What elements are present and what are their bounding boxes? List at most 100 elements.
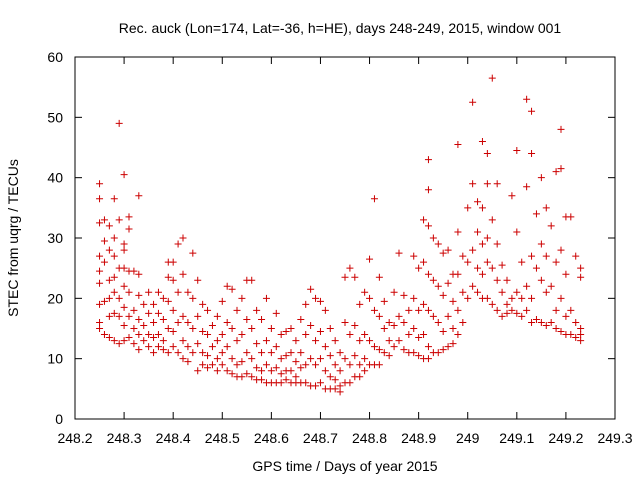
data-point <box>213 312 221 320</box>
data-point <box>189 349 197 357</box>
data-point <box>537 240 545 248</box>
data-point <box>174 288 182 296</box>
data-point <box>547 318 555 326</box>
data-point <box>351 352 359 360</box>
data-point <box>223 318 231 326</box>
data-point <box>375 312 383 320</box>
data-point <box>542 204 550 212</box>
data-point <box>194 367 202 375</box>
data-point <box>542 321 550 329</box>
data-point <box>272 364 280 372</box>
data-points <box>96 74 585 396</box>
data-point <box>179 234 187 242</box>
data-point <box>194 340 202 348</box>
data-point <box>474 264 482 272</box>
data-point <box>110 337 118 345</box>
data-point <box>135 291 143 299</box>
data-point <box>213 337 221 345</box>
data-point <box>577 273 585 281</box>
data-point <box>267 349 275 357</box>
data-point <box>326 325 334 332</box>
data-point <box>287 367 295 375</box>
data-point <box>228 285 236 293</box>
data-point <box>233 306 241 314</box>
data-point <box>135 270 143 278</box>
data-point <box>238 373 246 381</box>
data-point <box>208 361 216 369</box>
x-tick-label: 248.4 <box>156 430 191 446</box>
data-point <box>449 340 457 348</box>
x-tick-label: 249.1 <box>499 430 534 446</box>
data-point <box>366 255 374 263</box>
data-point <box>125 213 133 221</box>
data-point <box>115 216 123 224</box>
data-point <box>248 373 256 381</box>
data-point <box>204 331 212 339</box>
data-point <box>302 361 310 369</box>
data-point <box>150 300 158 308</box>
data-point <box>434 349 442 357</box>
data-point <box>478 240 486 248</box>
data-point <box>454 140 462 148</box>
data-point <box>169 306 177 314</box>
data-point <box>528 252 536 260</box>
data-point <box>267 325 275 332</box>
data-point <box>179 312 187 320</box>
data-point <box>302 331 310 339</box>
data-point <box>105 334 113 342</box>
data-point <box>356 361 364 369</box>
data-point <box>331 385 339 393</box>
data-point <box>120 240 128 248</box>
x-tick-label: 248.9 <box>401 430 436 446</box>
data-point <box>213 355 221 363</box>
data-point <box>130 306 138 314</box>
data-point <box>228 355 236 363</box>
data-point <box>150 334 158 342</box>
data-point <box>115 294 123 302</box>
y-tick-label: 60 <box>47 49 63 65</box>
data-point <box>204 364 212 372</box>
data-point <box>105 246 113 254</box>
data-point <box>370 306 378 314</box>
data-point <box>375 361 383 369</box>
x-tick-label: 248.2 <box>57 430 92 446</box>
data-point <box>474 228 482 236</box>
data-point <box>179 270 187 278</box>
data-point <box>243 370 251 378</box>
data-point <box>572 252 580 260</box>
data-point <box>380 349 388 357</box>
data-point <box>150 349 158 357</box>
data-point <box>316 379 324 387</box>
data-point <box>100 258 108 266</box>
data-point <box>282 328 290 336</box>
data-point <box>238 294 246 302</box>
data-point <box>312 294 320 302</box>
data-point <box>105 276 113 284</box>
data-point <box>567 331 575 339</box>
data-point <box>410 349 418 357</box>
data-point <box>287 349 295 357</box>
data-point <box>154 331 162 339</box>
y-axis-label: STEC from uqrg / TECUs <box>5 159 21 317</box>
data-point <box>483 294 491 302</box>
data-point <box>277 331 285 339</box>
data-point <box>120 303 128 311</box>
data-point <box>189 249 197 257</box>
y-tick-label: 30 <box>47 230 63 246</box>
data-point <box>248 276 256 284</box>
data-point <box>253 340 261 348</box>
data-point <box>459 288 467 296</box>
data-point <box>434 240 442 248</box>
data-point <box>498 261 506 269</box>
data-point <box>336 367 344 375</box>
data-point <box>341 273 349 281</box>
data-point <box>179 337 187 345</box>
data-point <box>287 325 295 332</box>
data-point <box>331 376 339 384</box>
data-point <box>523 95 531 103</box>
data-point <box>424 222 432 230</box>
x-axis-label: GPS time / Days of year 2015 <box>252 458 437 474</box>
data-point <box>483 180 491 188</box>
data-point <box>179 355 187 363</box>
data-point <box>307 321 315 329</box>
